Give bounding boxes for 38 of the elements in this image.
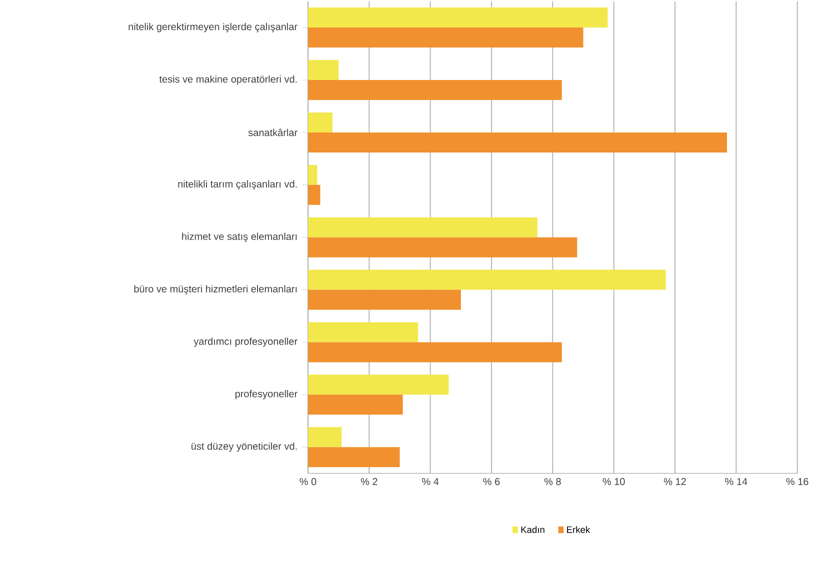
x-tick-label: % 14: [725, 478, 748, 486]
bar: [308, 374, 449, 395]
y-tick-label: hizmet ve satış elemanları: [182, 232, 297, 242]
y-tick-label: profesyoneller: [235, 390, 298, 400]
x-tick-label: % 6: [483, 478, 500, 486]
bar: [308, 237, 578, 258]
x-tick-label: % 2: [360, 478, 378, 486]
bar: [308, 322, 418, 342]
bar: [308, 132, 727, 153]
x-tick-label: % 0: [300, 478, 316, 486]
y-tick-label: sanatkârlar: [248, 128, 298, 136]
bar: [308, 165, 318, 186]
bar: [308, 28, 584, 48]
legend-label: Erkek: [567, 526, 590, 534]
bar: [308, 8, 608, 28]
bar: [308, 60, 339, 80]
y-tick-label: tesis ve makine operatörleri vd.: [159, 76, 297, 85]
bar: [308, 270, 666, 290]
y-tick-label: nitelikli tarım çalışanları vd.: [178, 180, 297, 190]
x-tick-label: % 4: [422, 478, 439, 486]
x-tick-label: % 10: [602, 478, 625, 486]
bar: [308, 447, 400, 468]
bar: [308, 394, 403, 415]
bar: [308, 342, 562, 362]
y-tick-label: büro ve müşteri hizmetleri elemanları: [134, 285, 297, 295]
bar: [308, 80, 562, 100]
y-tick-label: yardımcı profesyoneller: [194, 338, 298, 348]
legend-label: Kadın: [521, 526, 544, 534]
x-tick-label: % 8: [544, 478, 561, 486]
x-tick-label: % 16: [786, 478, 808, 486]
x-tick-label: % 12: [664, 478, 686, 486]
bar: [308, 112, 332, 133]
bar: [308, 290, 461, 310]
y-tick-label: nitelik gerektirmeyen işlerde çalışanlar: [128, 23, 298, 32]
bar: [308, 427, 342, 448]
bar: [308, 218, 538, 238]
y-tick-label: üst düzey yöneticiler vd.: [192, 442, 297, 452]
bar: [308, 185, 320, 206]
